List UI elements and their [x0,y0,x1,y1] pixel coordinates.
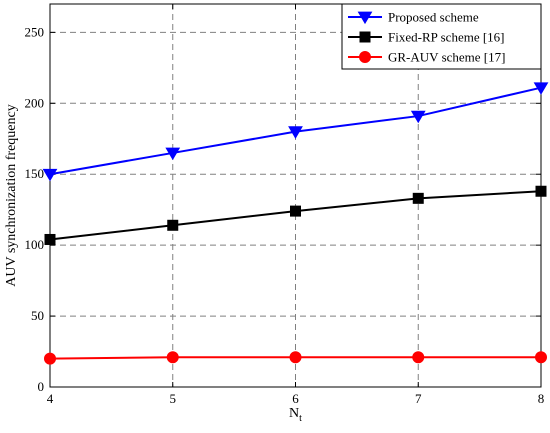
data-point [535,185,547,197]
y-tick-label: 200 [25,95,45,110]
data-point [535,351,547,364]
legend-item: GR-AUV scheme [17] [348,50,505,65]
tick-labels: 4 5 6 7 8 0 50 100 150 200 250 [25,24,545,406]
data-point [44,352,56,365]
x-tick-label: 4 [47,391,54,406]
series-layer [42,82,549,365]
x-axis-label-subscript: t [299,413,302,424]
legend-marker [357,11,373,25]
y-tick-label: 0 [38,379,45,394]
data-point [410,110,426,124]
legend-item: Proposed scheme [348,10,479,25]
legend-item: Fixed-RP scheme [16] [348,30,505,45]
y-tick-label: 250 [25,24,45,39]
x-tick-label: 6 [292,391,299,406]
y-tick-label: 150 [25,166,45,181]
x-axis-label: Nt [289,406,302,424]
x-tick-label: 5 [170,391,177,406]
data-point [288,126,303,139]
x-tick-label: 8 [538,391,545,406]
data-point [42,168,58,182]
x-tick-label: 7 [415,391,422,406]
data-point [167,219,179,231]
y-tick-label: 100 [25,237,45,252]
data-point [533,82,549,95]
data-point [289,351,302,364]
data-point [412,351,425,364]
data-point [165,147,181,161]
data-point [412,192,424,204]
x-axis-label-main: N [289,406,299,421]
legend: Proposed scheme Fixed-RP scheme [16] GR-AU… [341,3,542,70]
legend-label: GR-AUV scheme [17] [388,50,505,65]
legend-label: Fixed-RP scheme [16] [388,30,505,45]
series-gr-auv-scheme-17 [44,351,547,365]
legend-marker [359,51,371,63]
legend-label: Proposed scheme [388,10,479,25]
legend-marker [359,31,371,43]
data-point [166,351,179,364]
data-point [290,205,301,217]
series-proposed-scheme [42,82,549,182]
data-point [44,233,56,245]
y-tick-label: 50 [31,308,44,323]
y-axis-label: AUV synchronization frequency [4,104,19,286]
series-fixed-rp-scheme-16 [44,185,547,245]
grid-lines [50,4,541,387]
